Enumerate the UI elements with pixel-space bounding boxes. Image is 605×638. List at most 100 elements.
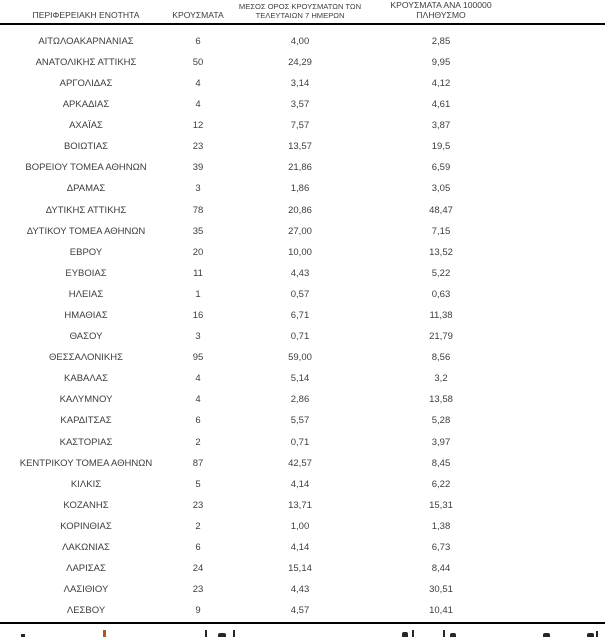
cell-per100k: 30,51 <box>429 584 453 596</box>
table-row: ΛΑΣΙΘΙΟΥ 23 4,43 30,51 <box>0 579 605 600</box>
cell-cases: 1 <box>195 288 201 300</box>
cell-region: ΚΑΡΔΙΤΣΑΣ <box>60 415 112 427</box>
text-top-mark <box>596 631 598 637</box>
table-row: ΒΟΙΩΤΙΑΣ 23 13,57 19,5 <box>0 136 605 157</box>
cell-region: ΑΡΚΑΔΙΑΣ <box>62 99 110 111</box>
cell-region: ΕΥΒΟΙΑΣ <box>65 267 107 279</box>
cell-avg7: 7,57 <box>290 120 310 132</box>
column-header-per100k: ΚΡΟΥΣΜΑΤΑ ΑΝΑ 100000 ΠΛΗΘΥΣΜΟ <box>390 0 492 20</box>
cell-region: ΚΑΛΥΜΝΟΥ <box>59 394 113 406</box>
table-row: ΕΒΡΟΥ 20 10,00 13,52 <box>0 242 605 263</box>
column-header-cases: ΚΡΟΥΣΜΑΤΑ <box>172 9 224 20</box>
cell-per100k: 8,44 <box>431 563 451 575</box>
cell-per100k: 21,79 <box>429 331 453 343</box>
cell-avg7: 4,00 <box>290 35 310 47</box>
cell-avg7: 4,14 <box>290 478 310 490</box>
cell-region: ΛΑΣΙΘΙΟΥ <box>63 584 109 596</box>
cell-cases: 6 <box>195 35 201 47</box>
cell-region: ΗΜΑΘΙΑΣ <box>64 310 108 322</box>
column-header-avg7-line1: ΜΕΣΟΣ ΟΡΟΣ ΚΡΟΥΣΜΑΤΩΝ ΤΩΝ <box>238 2 362 12</box>
table-body: ΑΙΤΩΛΟΑΚΑΡΝΑΝΙΑΣ 6 4,00 2,85 ΑΝΑΤΟΛΙΚΗΣ ΑΤΤΙ… <box>0 25 605 624</box>
cell-avg7: 1,86 <box>290 183 310 195</box>
column-header-region: ΠΕΡΙΦΕΡΕΙΑΚΗ ΕΝΟΤΗΤΑ <box>32 9 140 20</box>
cell-avg7: 0,57 <box>290 288 310 300</box>
table-header-row: ΠΕΡΙΦΕΡΕΙΑΚΗ ΕΝΟΤΗΤΑ ΚΡΟΥΣΜΑΤΑ ΜΕΣΟΣ ΟΡΟ… <box>0 0 605 25</box>
cell-region: ΔΥΤΙΚΗΣ ΑΤΤΙΚΗΣ <box>45 204 127 216</box>
cell-region: ΔΥΤΙΚΟΥ ΤΟΜΕΑ ΑΘΗΝΩΝ <box>26 225 146 237</box>
cell-region: ΕΒΡΟΥ <box>69 246 103 258</box>
cell-cases: 24 <box>192 563 204 575</box>
table-row: ΛΑΡΙΣΑΣ 24 15,14 8,44 <box>0 558 605 579</box>
table-row: ΛΑΚΩΝΙΑΣ 6 4,14 6,73 <box>0 537 605 558</box>
cell-avg7: 10,00 <box>288 246 312 258</box>
cell-cases: 16 <box>192 310 204 322</box>
cell-cases: 2 <box>195 520 201 532</box>
cell-per100k: 15,31 <box>429 499 453 511</box>
table-row: ΑΝΑΤΟΛΙΚΗΣ ΑΤΤΙΚΗΣ 50 24,29 9,95 <box>0 52 605 73</box>
cell-avg7: 1,00 <box>290 520 310 532</box>
cell-per100k: 3,87 <box>431 120 451 132</box>
cell-region: ΗΛΕΙΑΣ <box>68 288 104 300</box>
cell-region: ΒΟΙΩΤΙΑΣ <box>63 141 109 153</box>
cell-cases: 23 <box>192 141 204 153</box>
text-top-mark <box>412 630 414 637</box>
cell-per100k: 1,38 <box>431 520 451 532</box>
table-row: ΒΟΡΕΙΟΥ ΤΟΜΕΑ ΑΘΗΝΩΝ 39 21,86 6,59 <box>0 158 605 179</box>
cell-cases: 4 <box>195 373 201 385</box>
text-top-mark <box>543 633 550 637</box>
cell-cases: 23 <box>192 499 204 511</box>
cell-avg7: 3,14 <box>290 77 310 89</box>
text-top-mark <box>450 633 456 637</box>
cell-avg7: 5,14 <box>290 373 310 385</box>
cell-region: ΛΕΣΒΟΥ <box>66 605 106 617</box>
cell-cases: 12 <box>192 120 204 132</box>
cell-avg7: 13,57 <box>288 141 312 153</box>
cell-cases: 6 <box>195 542 201 554</box>
table-row: ΚΑΒΑΛΑΣ 4 5,14 3,2 <box>0 369 605 390</box>
cell-cases: 2 <box>195 436 201 448</box>
cell-region: ΔΡΑΜΑΣ <box>66 183 106 195</box>
cell-cases: 9 <box>195 605 201 617</box>
cell-per100k: 6,73 <box>431 542 451 554</box>
table-row: ΕΥΒΟΙΑΣ 11 4,43 5,22 <box>0 263 605 284</box>
cell-avg7: 42,57 <box>288 457 312 469</box>
table-row: ΚΑΡΔΙΤΣΑΣ 6 5,57 5,28 <box>0 411 605 432</box>
cell-cases: 87 <box>192 457 204 469</box>
cell-region: ΑΡΓΟΛΙΔΑΣ <box>59 77 113 89</box>
table-row: ΑΡΓΟΛΙΔΑΣ 4 3,14 4,12 <box>0 73 605 94</box>
text-top-mark <box>402 632 408 637</box>
cell-cases: 23 <box>192 584 204 596</box>
table-row: ΔΥΤΙΚΗΣ ΑΤΤΙΚΗΣ 78 20,86 48,47 <box>0 200 605 221</box>
cell-avg7: 27,00 <box>288 225 312 237</box>
cell-avg7: 4,43 <box>290 584 310 596</box>
cell-per100k: 4,12 <box>431 77 451 89</box>
cell-region: ΚΑΣΤΟΡΙΑΣ <box>59 436 113 448</box>
cell-per100k: 11,38 <box>429 310 453 322</box>
cell-per100k: 8,56 <box>431 352 451 364</box>
table-row: ΚΑΛΥΜΝΟΥ 4 2,86 13,58 <box>0 390 605 411</box>
cell-region: ΚΕΝΤΡΙΚΟΥ ΤΟΜΕΑ ΑΘΗΝΩΝ <box>19 457 153 469</box>
cell-cases: 4 <box>195 77 201 89</box>
cell-region: ΘΕΣΣΑΛΟΝΙΚΗΣ <box>49 352 123 364</box>
clipped-text-fragment <box>0 628 605 638</box>
cell-cases: 4 <box>195 99 201 111</box>
table-row: ΑΧΑΪΑΣ 12 7,57 3,87 <box>0 115 605 136</box>
cell-per100k: 10,41 <box>429 605 453 617</box>
cell-per100k: 6,59 <box>431 162 451 174</box>
cell-cases: 3 <box>195 183 201 195</box>
cell-cases: 35 <box>192 225 204 237</box>
cell-avg7: 21,86 <box>288 162 312 174</box>
cell-per100k: 6,22 <box>431 478 451 490</box>
cell-cases: 95 <box>192 352 204 364</box>
cell-region: ΑΝΑΤΟΛΙΚΗΣ ΑΤΤΙΚΗΣ <box>35 56 137 68</box>
cell-avg7: 6,71 <box>290 310 310 322</box>
cell-cases: 3 <box>195 331 201 343</box>
cell-cases: 20 <box>192 246 204 258</box>
cell-avg7: 4,43 <box>290 267 310 279</box>
cell-region: ΛΑΚΩΝΙΑΣ <box>62 542 110 554</box>
cell-avg7: 3,57 <box>290 99 310 111</box>
cell-region: ΒΟΡΕΙΟΥ ΤΟΜΕΑ ΑΘΗΝΩΝ <box>25 162 147 174</box>
column-header-avg7: ΜΕΣΟΣ ΟΡΟΣ ΚΡΟΥΣΜΑΤΩΝ ΤΩΝ ΤΕΛΕΥΤΑΙΩΝ 7 Η… <box>224 2 376 20</box>
cell-avg7: 4,57 <box>290 605 310 617</box>
cell-region: ΛΑΡΙΣΑΣ <box>66 563 106 575</box>
